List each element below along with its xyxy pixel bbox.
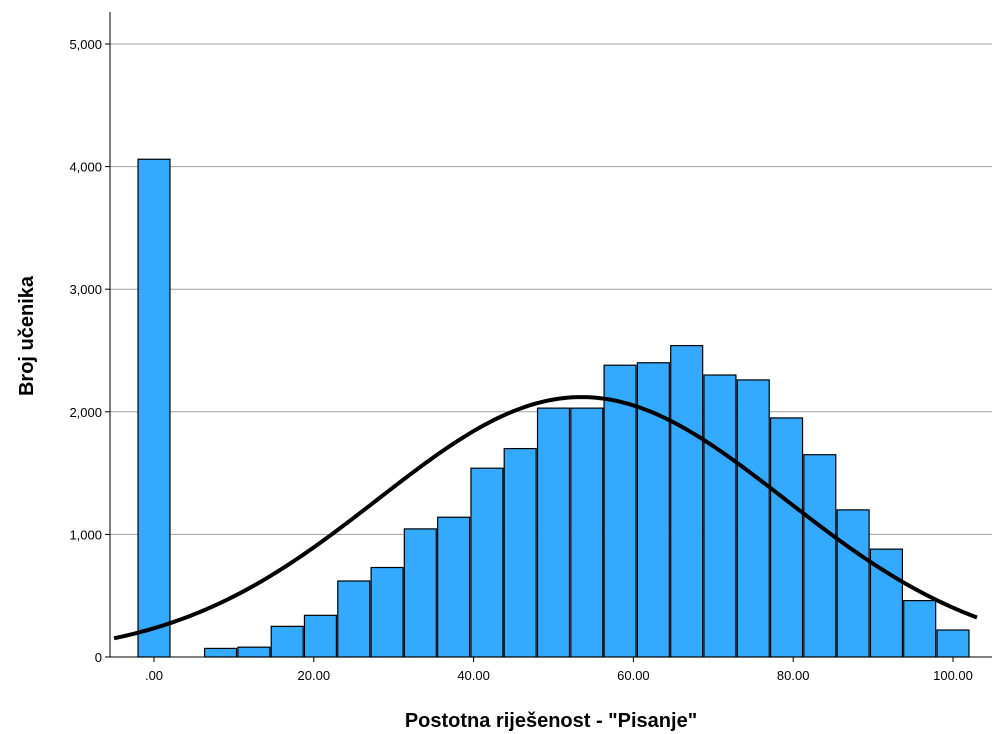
histogram-bar <box>137 158 171 658</box>
histogram-bar <box>736 379 770 658</box>
axes <box>109 12 992 658</box>
x-tick-label: 60.00 <box>617 668 650 683</box>
y-tick-label: 3,000 <box>69 282 102 297</box>
histogram-bar <box>503 447 537 658</box>
histogram-bar <box>769 417 804 658</box>
x-tick-label: 20.00 <box>298 668 331 683</box>
histogram-bar <box>203 647 238 658</box>
histogram-bar <box>237 646 271 658</box>
x-axis-title: Postotna riješenost - "Pisanje" <box>405 710 697 732</box>
histogram-bar <box>470 467 504 658</box>
x-tick-labels: .00 20.00 40.00 60.00 80.00 100.00 <box>145 657 973 683</box>
y-axis-title: Broj učenika <box>16 275 38 396</box>
y-tick-label: 4,000 <box>69 160 102 175</box>
histogram-bar <box>303 614 338 658</box>
normal-curve-layer <box>113 395 978 641</box>
x-tick-label: 80.00 <box>777 668 810 683</box>
y-tick-label: 1,000 <box>69 527 102 542</box>
x-tick-label: 40.00 <box>457 668 490 683</box>
histogram-bar <box>437 516 471 658</box>
x-tick-label: 100.00 <box>933 668 973 683</box>
histogram-bar <box>337 580 371 658</box>
histogram-bar <box>903 599 937 658</box>
y-tick-labels: 0 1,000 2,000 3,000 4,000 5,000 <box>69 37 110 665</box>
histogram-bar <box>836 509 870 658</box>
histogram-bar <box>570 407 604 658</box>
histogram-bar <box>370 566 404 658</box>
histogram-bar <box>536 407 571 658</box>
histogram-bar <box>803 454 837 658</box>
y-tick-label: 5,000 <box>69 37 102 52</box>
histogram-bar <box>603 364 637 658</box>
y-tick-label: 0 <box>95 650 102 665</box>
histogram-bar <box>936 629 970 658</box>
x-tick-label: .00 <box>145 668 163 683</box>
histogram-bar <box>703 374 737 658</box>
histogram-bar <box>670 345 704 658</box>
y-tick-label: 2,000 <box>69 405 102 420</box>
histogram-bars <box>137 158 970 658</box>
histogram-bar <box>270 625 304 658</box>
normal-curve <box>113 395 978 641</box>
histogram-bar <box>403 528 437 658</box>
